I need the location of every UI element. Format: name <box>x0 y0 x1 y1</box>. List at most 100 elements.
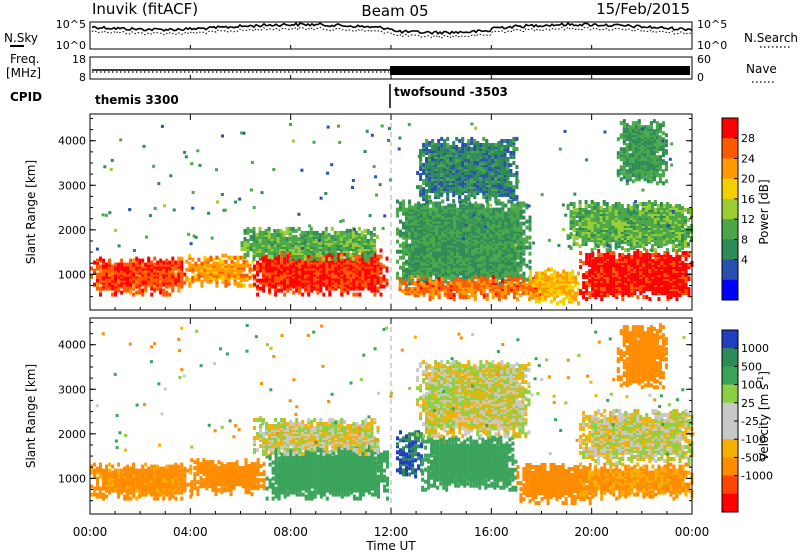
power-cell <box>506 157 510 161</box>
power-cell <box>591 263 595 267</box>
power-cell <box>188 253 192 258</box>
power-cell <box>441 205 445 210</box>
power-cell <box>396 207 399 212</box>
power-cell <box>245 263 249 268</box>
power-cell <box>354 237 358 241</box>
power-cell <box>464 283 468 288</box>
power-cell <box>367 286 371 291</box>
power-cell <box>568 297 572 302</box>
power-cell <box>453 205 457 210</box>
power-cell <box>491 291 495 296</box>
power-cell <box>519 231 523 236</box>
power-cell <box>370 256 374 261</box>
power-cell <box>102 258 105 263</box>
power-cell <box>438 205 442 210</box>
power-cell <box>565 271 569 276</box>
power-cell <box>419 281 423 286</box>
power-cell <box>135 290 139 295</box>
freq-left-label-1: Freq. <box>10 52 40 66</box>
noise-right-tick-top: 10^5 <box>697 18 727 31</box>
power-cell <box>309 226 313 231</box>
power-cell <box>473 275 477 279</box>
power-cell <box>191 275 195 280</box>
power-cell <box>111 264 115 269</box>
power-cell <box>498 253 502 258</box>
power-cell <box>422 181 426 186</box>
power-cell <box>630 255 634 259</box>
power-cell <box>408 199 412 204</box>
power-cell <box>422 291 426 296</box>
power-cell <box>349 256 353 261</box>
power-cell <box>455 145 459 149</box>
power-cell <box>408 243 412 248</box>
freq-right-tick-bottom: 0 <box>697 71 704 84</box>
power-cell <box>476 285 480 290</box>
power-cell <box>185 275 189 280</box>
power-cell <box>264 237 268 241</box>
power-cell <box>461 199 465 204</box>
power-cell <box>310 284 314 289</box>
power-cell <box>422 179 426 183</box>
power-cell <box>603 253 607 257</box>
power-cell <box>482 281 486 286</box>
power-cell <box>224 259 228 264</box>
power-cell <box>441 253 445 258</box>
power-cell <box>345 253 349 257</box>
power-cell <box>494 195 498 200</box>
power-cell <box>417 205 421 210</box>
power-cell <box>486 249 490 254</box>
power-cell <box>585 271 589 275</box>
power-cell <box>194 261 198 266</box>
power-cell <box>294 249 298 253</box>
power-cell <box>571 295 575 300</box>
power-cell <box>144 262 148 267</box>
power-cell <box>361 286 365 291</box>
power-cell <box>512 161 516 165</box>
power-cell <box>315 237 319 241</box>
power-cell <box>422 275 426 279</box>
power-cell <box>307 288 311 293</box>
power-cell <box>479 181 483 186</box>
power-cell <box>376 260 380 265</box>
power-cell <box>443 181 447 186</box>
power-cell <box>328 290 332 295</box>
power-cell <box>432 253 436 258</box>
power-cell <box>528 297 531 302</box>
power-cell <box>259 286 263 291</box>
power-cell <box>471 253 475 258</box>
nave-band <box>390 66 690 75</box>
power-cell <box>200 279 204 284</box>
power-cell <box>507 199 511 204</box>
power-cell <box>506 281 510 286</box>
power-cell <box>532 295 535 300</box>
power-cell <box>321 237 325 241</box>
power-cell <box>243 253 247 257</box>
power-cell <box>399 265 402 270</box>
power-cell <box>597 253 601 257</box>
power-cell <box>503 161 507 165</box>
power-cell <box>330 226 334 231</box>
power-cell <box>541 287 544 292</box>
power-cell <box>509 139 513 143</box>
power-cell <box>245 259 249 264</box>
power-cell <box>503 145 507 149</box>
power-cell <box>306 230 310 235</box>
power-cell <box>294 237 298 241</box>
power-cell <box>285 237 289 241</box>
power-cell <box>408 281 412 286</box>
power-cell <box>588 269 592 273</box>
power-cell <box>615 259 619 263</box>
power-cell <box>197 257 201 262</box>
power-cell <box>489 207 493 212</box>
power-cell <box>337 252 341 257</box>
power-cell <box>440 285 444 290</box>
noise-sky-line <box>91 21 693 36</box>
power-cell <box>485 277 489 281</box>
power-cell <box>396 239 399 244</box>
power-cell <box>191 257 195 262</box>
power-cell <box>446 143 450 147</box>
power-cell <box>515 297 519 302</box>
power-cell <box>577 281 581 286</box>
power-cell <box>512 173 516 177</box>
